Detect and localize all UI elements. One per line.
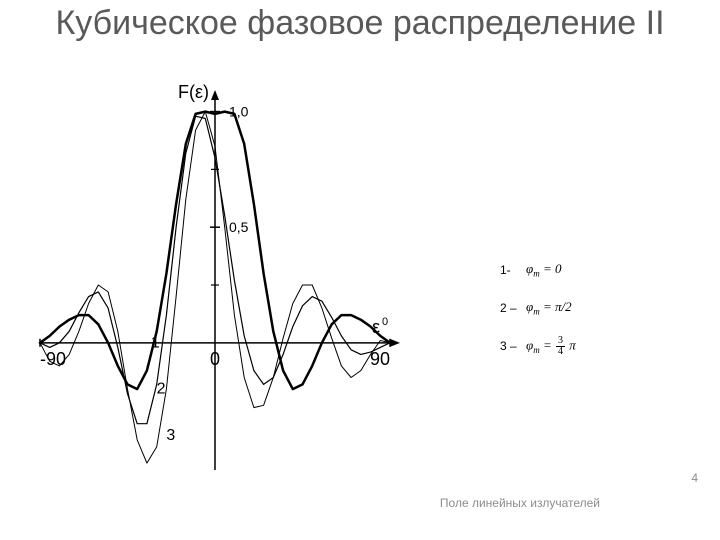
legend: 1- φm = 0 2 – φm = π/2 3 – φm = 34 π xyxy=(500,262,660,376)
legend-formula: φm = π/2 xyxy=(526,299,572,317)
svg-text:1: 1 xyxy=(151,334,160,351)
page-number: 4 xyxy=(691,471,698,485)
footer-text: Поле линейных излучателей xyxy=(440,496,600,510)
slide-title: Кубическое фазовое распределение II xyxy=(0,4,720,43)
svg-text:2: 2 xyxy=(157,381,166,398)
slide-root: Кубическое фазовое распределение II 0,5 1… xyxy=(0,0,720,540)
legend-key: 2 – xyxy=(500,301,526,315)
legend-item-3: 3 – φm = 34 π xyxy=(500,338,660,354)
legend-item-2: 2 – φm = π/2 xyxy=(500,300,660,316)
svg-text:0: 0 xyxy=(382,316,388,328)
svg-text:0: 0 xyxy=(210,349,220,369)
svg-text:0,5: 0,5 xyxy=(229,219,249,235)
legend-formula: φm = 34 π xyxy=(526,336,576,357)
svg-text:1,0: 1,0 xyxy=(229,104,249,120)
legend-key: 1- xyxy=(500,263,526,277)
svg-text:-90: -90 xyxy=(40,349,66,369)
legend-key: 3 – xyxy=(500,339,526,353)
legend-item-1: 1- φm = 0 xyxy=(500,262,660,278)
svg-text:3: 3 xyxy=(166,427,175,444)
svg-text:F(ε): F(ε) xyxy=(178,82,209,102)
phase-distribution-chart: 0,51,0-90090F(ε)ε0123 xyxy=(10,80,420,500)
legend-formula: φm = 0 xyxy=(526,261,561,279)
